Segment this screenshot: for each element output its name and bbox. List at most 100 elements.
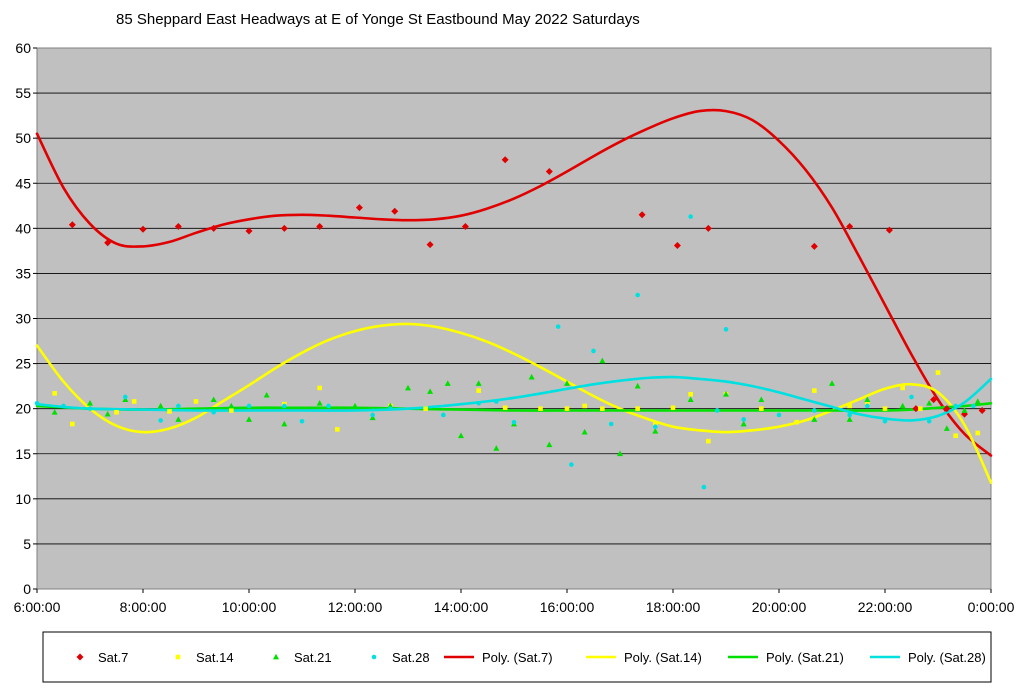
data-point-sat-14	[167, 409, 172, 414]
data-point-sat-21	[961, 407, 968, 413]
data-point-sat-21	[427, 388, 434, 394]
data-point-sat-7	[280, 224, 288, 232]
data-point-sat-28	[812, 408, 817, 413]
data-point-sat-21	[687, 396, 694, 403]
data-point-sat-21	[175, 416, 182, 422]
data-point-sat-28	[635, 292, 640, 298]
data-point-sat-28	[34, 400, 40, 406]
data-point-sat-14	[131, 399, 137, 404]
data-point-sat-7	[316, 223, 324, 231]
data-point-sat-28	[653, 424, 658, 430]
data-point-sat-21	[864, 396, 871, 403]
data-point-sat-21	[652, 428, 659, 434]
data-point-sat-14	[812, 388, 817, 393]
data-point-sat-14	[794, 419, 799, 425]
y-tick-label: 50	[15, 130, 31, 146]
data-point-sat-21	[51, 409, 58, 415]
data-point-sat-21	[740, 420, 747, 427]
data-point-sat-21	[943, 425, 950, 431]
data-point-sat-28	[971, 403, 976, 409]
data-point-sat-14	[653, 421, 658, 427]
y-tick-label: 45	[15, 175, 31, 191]
data-point-sat-28	[741, 417, 746, 422]
data-point-sat-7	[638, 211, 646, 219]
data-points	[34, 156, 986, 490]
data-point-sat-21	[899, 402, 906, 409]
data-point-sat-28	[123, 394, 128, 400]
legend-label: Sat.28	[392, 650, 430, 665]
x-tick-label: 16:00:00	[540, 599, 595, 615]
data-point-sat-21	[974, 398, 981, 404]
data-point-sat-14	[317, 385, 322, 391]
data-point-sat-21	[475, 380, 482, 386]
data-point-sat-21	[281, 420, 288, 427]
data-point-sat-7	[943, 405, 951, 413]
data-point-sat-28	[176, 403, 181, 409]
data-point-sat-21	[564, 380, 570, 386]
data-point-sat-21	[352, 402, 358, 409]
data-point-sat-21	[405, 384, 411, 391]
data-point-sat-21	[599, 357, 606, 364]
data-point-sat-21	[458, 432, 464, 439]
legend-marker	[175, 654, 181, 660]
x-tick-label: 22:00:00	[858, 599, 913, 615]
data-point-sat-28	[865, 403, 870, 409]
legend-label: Poly. (Sat.21)	[766, 650, 844, 665]
data-point-sat-21	[263, 391, 270, 398]
data-point-sat-7	[174, 223, 182, 231]
data-point-sat-28	[388, 406, 393, 411]
data-point-sat-28	[158, 418, 163, 423]
data-point-sat-21	[228, 402, 235, 409]
data-point-sat-21	[444, 380, 451, 386]
y-tick-label: 0	[23, 581, 31, 597]
data-point-sat-28	[953, 403, 958, 409]
data-point-sat-7	[461, 223, 469, 231]
legend-label: Poly. (Sat.14)	[624, 650, 702, 665]
data-point-sat-28	[701, 484, 707, 490]
data-point-sat-14	[847, 403, 852, 409]
x-tick-label: 8:00:00	[120, 599, 167, 615]
legend-label: Sat.14	[196, 650, 234, 665]
trendline-poly-sat-7	[35, 108, 993, 457]
data-point-sat-14	[52, 391, 57, 396]
data-point-sat-7	[391, 207, 399, 215]
x-tick-label: 18:00:00	[646, 599, 701, 615]
data-point-sat-14	[688, 391, 693, 397]
data-point-sat-14	[635, 406, 640, 411]
data-point-sat-7	[501, 156, 509, 164]
y-tick-label: 60	[15, 40, 31, 56]
data-point-sat-28	[326, 403, 331, 409]
data-point-sat-14	[229, 408, 234, 413]
x-tick-label: 10:00:00	[222, 599, 277, 615]
data-point-sat-21	[758, 396, 765, 403]
data-point-sat-14	[502, 405, 508, 411]
data-point-sat-21	[528, 373, 535, 380]
gridlines	[37, 92, 991, 545]
y-tick-label: 40	[15, 220, 31, 236]
data-point-sat-28	[441, 412, 446, 418]
data-point-sat-21	[811, 416, 818, 422]
data-point-sat-7	[930, 396, 938, 404]
data-point-sat-7	[673, 241, 681, 249]
data-point-sat-14	[670, 405, 676, 411]
data-point-sat-14	[882, 406, 888, 411]
y-tick-label: 15	[15, 446, 31, 462]
data-point-sat-7	[245, 227, 253, 235]
data-point-sat-28	[847, 412, 852, 418]
data-point-sat-14	[918, 406, 923, 411]
data-point-sat-14	[706, 438, 711, 444]
legend-label: Poly. (Sat.28)	[908, 650, 986, 665]
y-tick-label: 10	[15, 491, 31, 507]
data-point-sat-28	[555, 324, 561, 329]
legend	[42, 631, 992, 683]
trendline-poly-sat-28	[35, 375, 993, 422]
data-point-sat-28	[61, 403, 66, 409]
x-tick-label: 20:00:00	[752, 599, 807, 615]
x-tick-label: 6:00:00	[14, 599, 61, 615]
y-tick-label: 25	[15, 356, 31, 372]
data-point-sat-14	[900, 385, 905, 391]
data-point-sat-7	[355, 204, 363, 212]
chart-title: 85 Sheppard East Headways at E of Yonge …	[116, 11, 640, 28]
x-tick-label: 0:00:00	[968, 599, 1015, 615]
legend-label: Sat.7	[98, 650, 128, 665]
